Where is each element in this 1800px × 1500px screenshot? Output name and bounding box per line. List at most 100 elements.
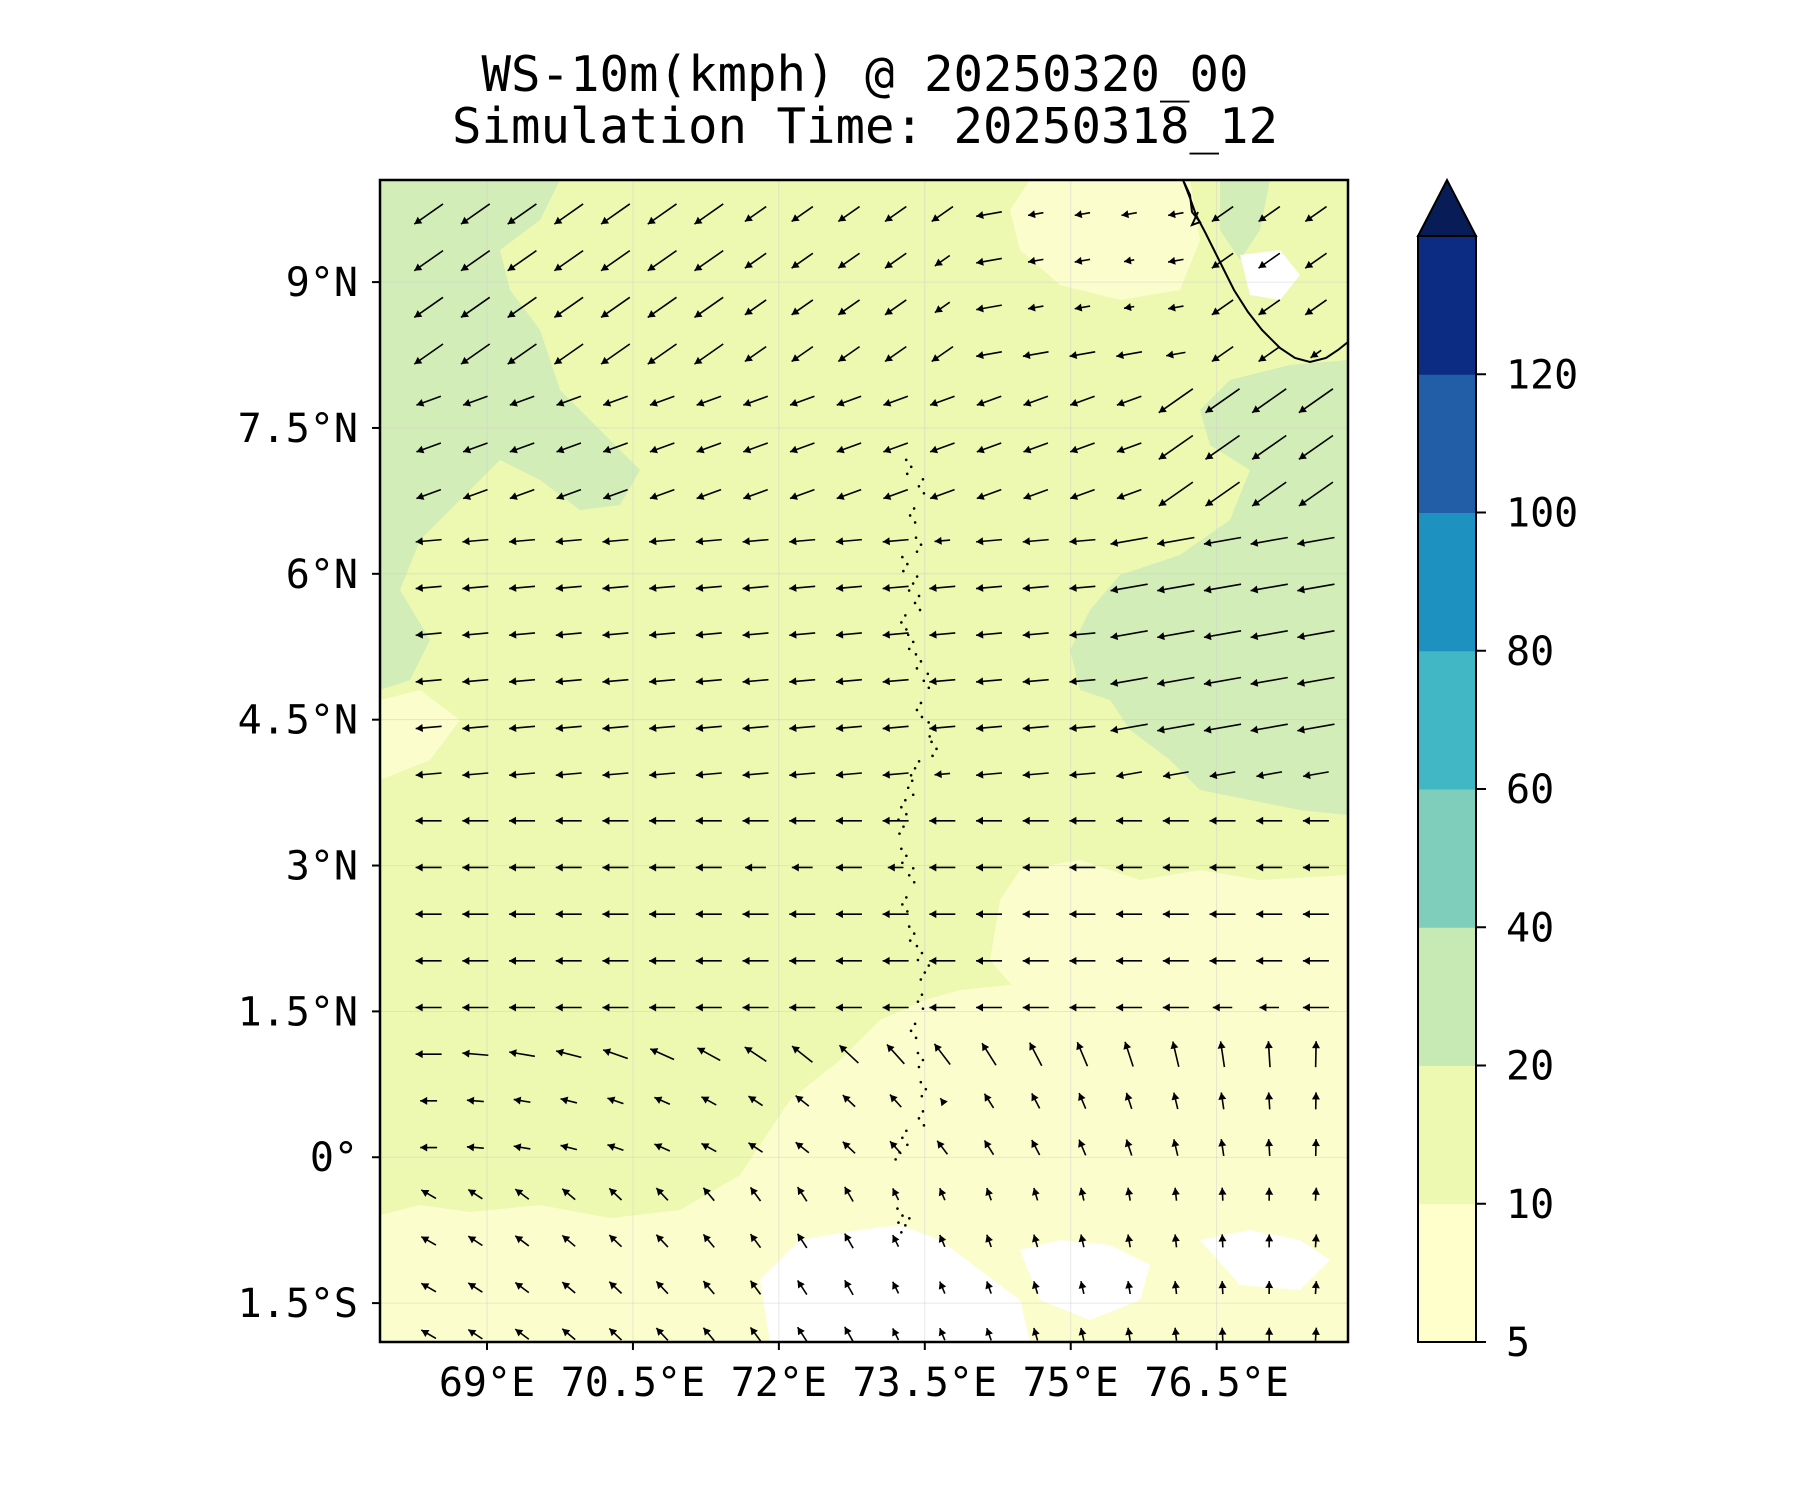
island-dot	[915, 944, 919, 948]
wind-arrow	[509, 442, 535, 454]
wind-arrow	[743, 488, 769, 500]
island-dot	[904, 458, 908, 462]
wind-arrow	[1032, 1327, 1040, 1341]
wind-arrow	[561, 1188, 576, 1201]
wind-arrow	[835, 956, 862, 965]
wind-arrow	[555, 956, 582, 965]
island-dot	[912, 507, 916, 510]
wind-arrow	[976, 1003, 1003, 1012]
island-dot	[915, 708, 919, 712]
wind-arrow	[742, 816, 769, 825]
wind-arrow	[602, 442, 628, 454]
wind-arrow	[509, 537, 536, 546]
wind-arrow	[462, 630, 489, 639]
wind-arrow	[742, 630, 769, 639]
wind-arrow	[976, 863, 1003, 872]
wind-arrow	[844, 1186, 854, 1202]
colorbar-tick-label-0: 5	[1506, 1320, 1530, 1366]
wind-arrow	[1297, 676, 1335, 687]
island-dot	[915, 575, 919, 578]
wind-arrow	[1302, 1003, 1329, 1012]
wind-arrow	[1211, 205, 1234, 223]
wind-arrow	[1116, 816, 1143, 825]
wind-arrow	[507, 343, 537, 365]
colorbar-segment-120-undefined	[1418, 236, 1476, 375]
wind-arrow	[1250, 723, 1288, 734]
wind-arrow	[695, 723, 722, 732]
wind-arrow	[789, 1003, 816, 1012]
wind-arrow	[1157, 630, 1195, 641]
wind-vector-field	[413, 203, 1335, 1342]
lat-tick-label-3: 4.5°N	[238, 698, 358, 744]
island-dot	[904, 614, 907, 617]
wind-arrow	[413, 249, 444, 272]
wind-arrow	[647, 296, 677, 319]
wind-arrow	[560, 1143, 578, 1152]
wind-arrow	[1162, 816, 1189, 825]
wind-arrow	[1069, 537, 1096, 546]
wind-arrow	[1078, 1327, 1087, 1341]
wind-arrow	[555, 630, 582, 639]
wind-arrow	[1069, 583, 1096, 592]
wind-arrow	[415, 956, 442, 965]
wind-speed-region-5-10-north	[1010, 180, 1200, 300]
colorbar-tick-label-6: 100	[1506, 491, 1578, 537]
lat-tick-label-5: 1.5°N	[238, 989, 358, 1035]
wind-arrow	[1250, 676, 1288, 687]
island-dot	[901, 555, 904, 559]
wind-arrow	[929, 863, 956, 872]
island-dot	[909, 1029, 913, 1033]
island-dot	[920, 715, 924, 719]
wind-arrow	[696, 488, 722, 500]
wind-arrow	[837, 252, 861, 269]
wind-arrow	[1203, 536, 1242, 547]
wind-arrow	[1158, 388, 1194, 414]
wind-arrow	[701, 1096, 717, 1106]
wind-arrow	[513, 1096, 531, 1105]
wind-arrow	[929, 442, 955, 454]
wind-arrow	[1297, 723, 1335, 734]
wind-arrow	[929, 488, 955, 500]
wind-arrow	[1116, 488, 1142, 500]
wind-arrow	[835, 583, 862, 592]
wind-arrow	[1203, 630, 1242, 641]
wind-arrow	[791, 345, 814, 363]
wind-arrow	[1110, 676, 1148, 687]
wind-arrow	[514, 1188, 530, 1200]
wind-arrow	[556, 488, 582, 500]
wind-arrow	[1311, 1281, 1320, 1295]
wind-arrow	[836, 442, 862, 454]
wind-arrow	[1302, 956, 1329, 965]
wind-arrow	[835, 630, 862, 639]
wind-arrow	[555, 816, 582, 825]
wind-arrow	[509, 1049, 535, 1058]
wind-arrow	[976, 257, 1002, 266]
wind-arrow	[1022, 677, 1049, 686]
wind-arrow	[1116, 910, 1143, 919]
wind-arrow	[1265, 1187, 1274, 1201]
wind-arrow	[938, 1327, 947, 1341]
wind-arrow	[1022, 816, 1049, 825]
wind-arrow	[1211, 252, 1234, 269]
island-dot	[927, 964, 931, 967]
island-dot	[916, 958, 920, 962]
wind-arrow	[696, 395, 722, 407]
wind-arrow	[789, 395, 815, 407]
wind-speed-region-20-40-northeast	[1220, 180, 1270, 260]
wind-arrow	[789, 677, 816, 686]
wind-arrow	[1069, 351, 1096, 360]
wind-arrow	[466, 1143, 484, 1152]
wind-arrow	[695, 583, 722, 592]
wind-arrow	[462, 956, 489, 965]
wind-arrow	[556, 442, 582, 454]
wind-arrow	[1211, 345, 1234, 363]
island-dot	[917, 594, 921, 598]
wind-arrow	[561, 1234, 576, 1247]
wind-arrow	[654, 1143, 671, 1152]
wind-arrow	[1304, 205, 1328, 223]
wind-arrow	[1205, 388, 1240, 414]
wind-arrow	[1162, 910, 1189, 919]
wind-arrow	[836, 395, 862, 407]
wind-arrow	[460, 343, 491, 365]
